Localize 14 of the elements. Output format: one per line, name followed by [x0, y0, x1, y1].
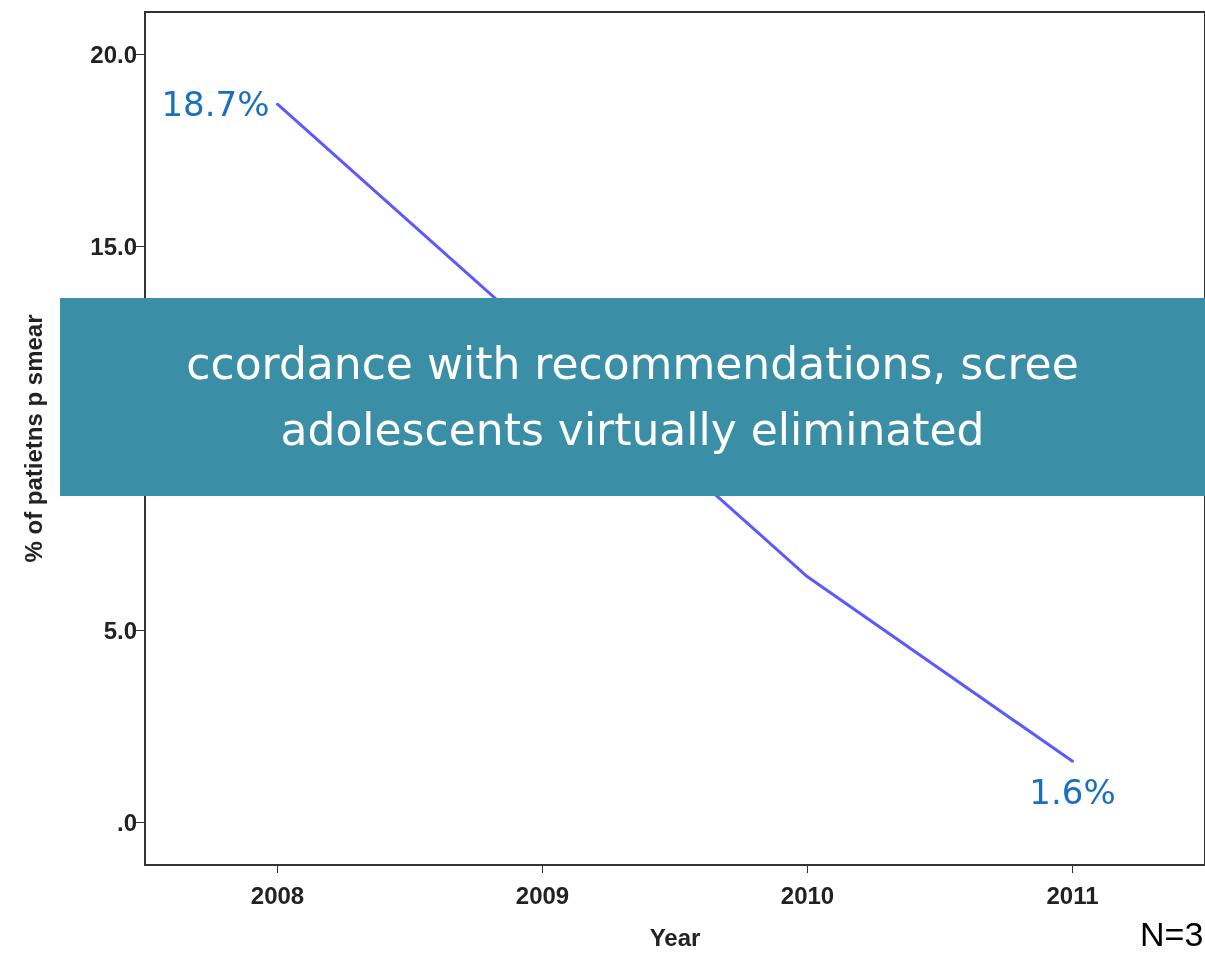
x-tick-label: 2009	[515, 881, 570, 909]
y-tick-label: 15.0	[90, 232, 137, 260]
x-tick-label: 2011	[1046, 881, 1099, 909]
x-axis-title: Year	[649, 923, 701, 951]
text-banner: ccordance with recommendations, scree adolescents virtually eliminated	[60, 298, 1205, 496]
y-tick-label: 5.0	[103, 617, 137, 645]
data-label: 1.6%	[1029, 772, 1116, 813]
y-axis-title: % of patietns p smear	[19, 314, 47, 563]
data-label: 18.7%	[161, 84, 270, 125]
text: N=3	[1140, 915, 1204, 954]
y-tick-label: 20.0	[90, 40, 137, 68]
x-tick-label: 2010	[780, 881, 835, 909]
x-tick-label: 2008	[250, 881, 305, 909]
y-tick-label: .0	[116, 809, 137, 837]
